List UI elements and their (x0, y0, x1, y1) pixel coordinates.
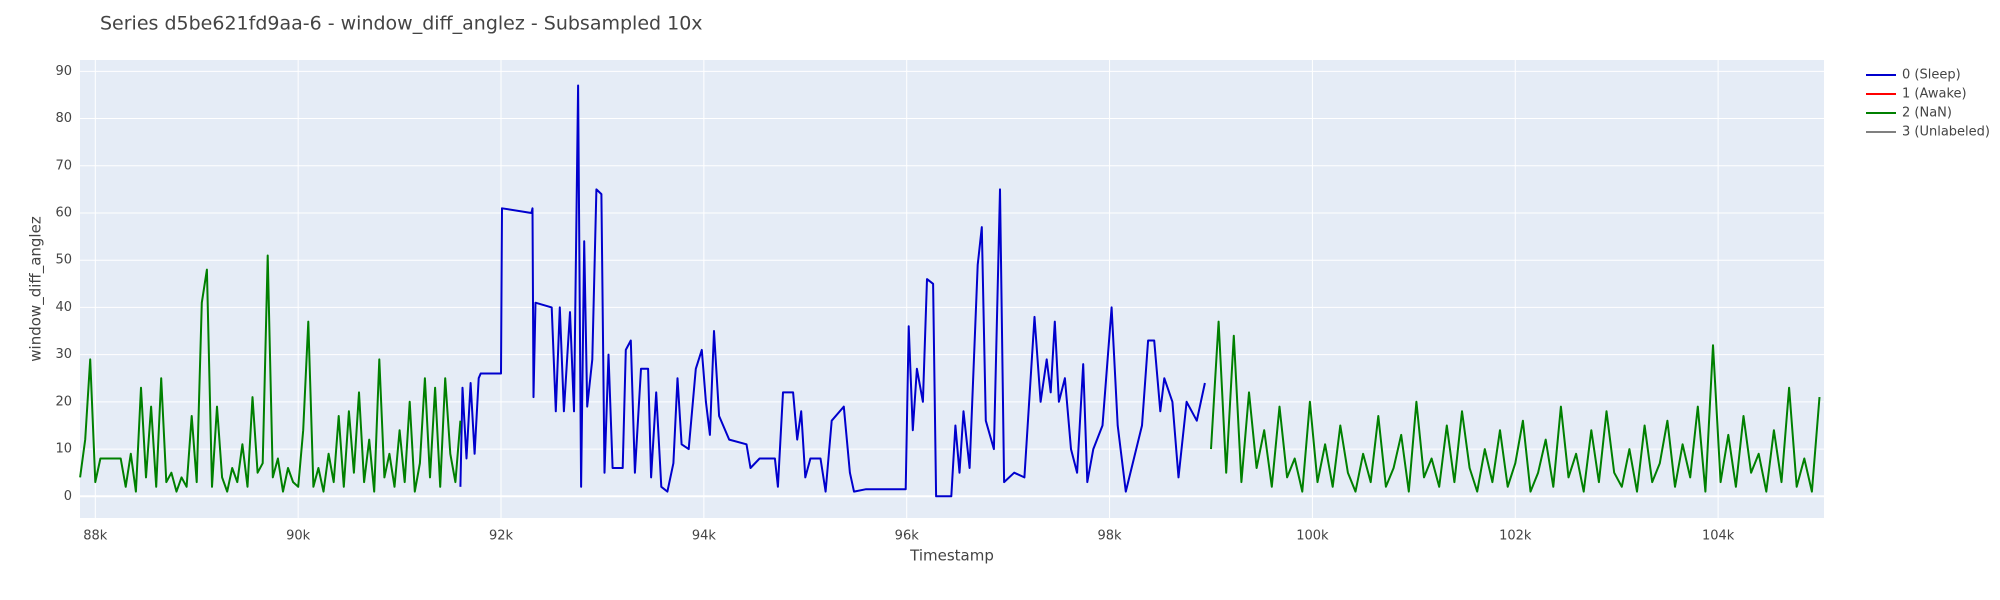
plot-background (80, 60, 1824, 518)
legend-label: 3 (Unlabeled) (1902, 125, 1990, 140)
y-tick-label: 0 (64, 489, 72, 504)
y-tick-label: 60 (55, 205, 72, 220)
x-axis-title: Timestamp (909, 547, 994, 565)
y-tick-label: 20 (55, 394, 72, 409)
legend-label: 1 (Awake) (1902, 87, 1967, 102)
x-tick-label: 100k (1296, 529, 1329, 544)
x-tick-label: 90k (286, 529, 311, 544)
x-tick-label: 96k (895, 529, 920, 544)
y-tick-label: 70 (55, 158, 72, 173)
y-tick-label: 80 (55, 111, 72, 126)
x-tick-label: 102k (1499, 529, 1532, 544)
legend-label: 0 (Sleep) (1902, 68, 1961, 83)
y-tick-label: 90 (55, 64, 72, 79)
y-axis-title: window_diff_anglez (27, 216, 46, 362)
x-tick-label: 98k (1098, 529, 1123, 544)
x-tick-label: 104k (1702, 529, 1735, 544)
series-line (79, 254, 1821, 493)
x-tick-label: 88k (83, 529, 108, 544)
y-tick-label: 40 (55, 300, 72, 315)
legend-label: 2 (NaN) (1902, 106, 1952, 121)
series-line (459, 84, 1206, 498)
y-tick-label: 10 (55, 442, 72, 457)
y-tick-label: 50 (55, 253, 72, 268)
x-tick-label: 92k (489, 529, 514, 544)
chart-title: Series d5be621fd9aa-6 - window_diff_angl… (100, 13, 703, 35)
x-tick-label: 94k (692, 529, 717, 544)
y-tick-label: 30 (55, 347, 72, 362)
